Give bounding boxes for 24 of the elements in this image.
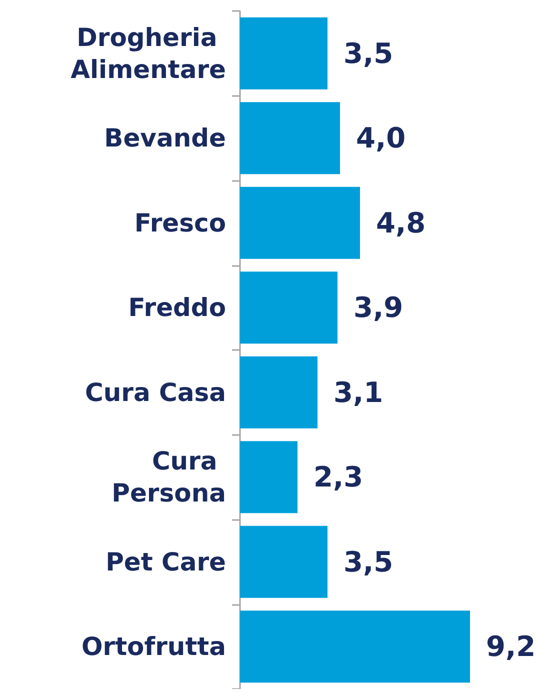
bar — [240, 610, 470, 683]
bar — [240, 441, 298, 514]
data-label: 3,9 — [354, 291, 404, 324]
bar — [240, 272, 338, 344]
bar — [240, 526, 328, 598]
data-label: 2,3 — [314, 460, 364, 494]
y-tick-label: Cura Casa — [84, 378, 226, 407]
y-tick-label: Freddo — [128, 293, 226, 322]
data-label: 9,2 — [486, 630, 536, 664]
data-label: 3,1 — [334, 376, 384, 409]
y-tick-label: Cura Persona — [112, 446, 226, 508]
bar — [240, 102, 340, 174]
data-label: 4,0 — [356, 122, 406, 155]
y-tick-label: Fresco — [134, 208, 226, 238]
data-label: 3,5 — [344, 545, 394, 578]
bar — [240, 17, 328, 90]
y-tick-label: Drogheria Alimentare — [70, 22, 226, 84]
data-label: 4,8 — [376, 206, 426, 240]
bar — [240, 186, 360, 259]
y-tick-label: Ortofrutta — [82, 632, 226, 662]
bar — [240, 356, 318, 428]
y-tick-label: Bevande — [104, 124, 226, 153]
y-tick-label: Pet Care — [106, 547, 226, 576]
data-label: 3,5 — [344, 36, 394, 70]
